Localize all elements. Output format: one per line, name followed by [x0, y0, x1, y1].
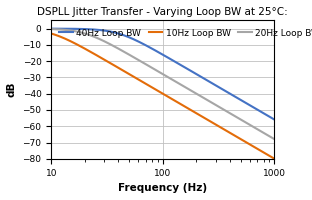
Legend: 40Hz Loop BW, 10Hz Loop BW, 20Hz Loop BW: 40Hz Loop BW, 10Hz Loop BW, 20Hz Loop BW [56, 25, 312, 41]
X-axis label: Frequency (Hz): Frequency (Hz) [118, 183, 207, 193]
Y-axis label: dB: dB [7, 82, 17, 97]
Title: DSPLL Jitter Transfer - Varying Loop BW at 25°C:: DSPLL Jitter Transfer - Varying Loop BW … [37, 7, 288, 17]
